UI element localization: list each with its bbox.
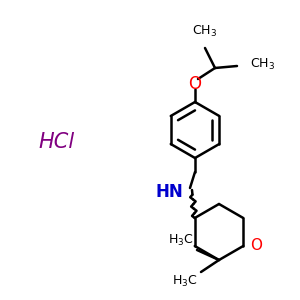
Text: HN: HN <box>155 183 183 201</box>
Text: H$_3$C: H$_3$C <box>172 274 198 289</box>
Text: H$_3$C: H$_3$C <box>168 233 194 248</box>
Text: O: O <box>188 75 202 93</box>
Text: O: O <box>250 238 262 253</box>
Text: CH$_3$: CH$_3$ <box>192 24 218 39</box>
Text: HCl: HCl <box>38 132 74 152</box>
Text: CH$_3$: CH$_3$ <box>250 56 275 71</box>
